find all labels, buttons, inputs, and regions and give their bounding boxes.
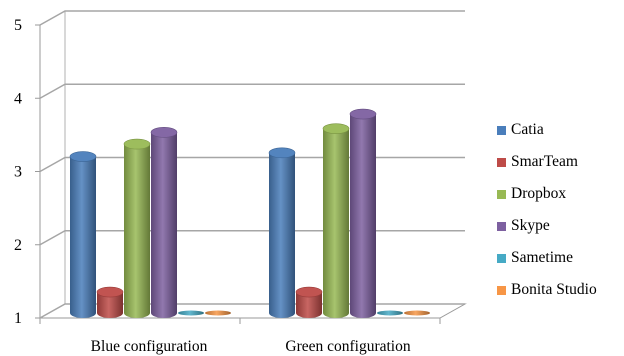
legend-label: Skype: [511, 217, 550, 234]
x-axis-ticks: Blue configuration Green configuration: [39, 318, 441, 355]
bar-bonita-studio-blue: [205, 310, 231, 316]
bar-skype-blue: [150, 127, 178, 318]
bar-top: [322, 123, 350, 134]
bar-catia-blue: [69, 151, 97, 318]
bar-body: [97, 292, 123, 318]
legend-swatch: [497, 125, 506, 135]
legend-label: SmarTeam: [511, 153, 578, 170]
bar-body: [350, 114, 376, 318]
y-tick-label: 5: [14, 17, 22, 34]
gridline: [39, 230, 465, 246]
gridlines: [39, 10, 465, 319]
legend-item: Skype: [497, 210, 622, 242]
y-tick-label: 2: [14, 237, 22, 254]
bar-dropbox-blue: [123, 138, 151, 318]
bar-body: [323, 128, 349, 318]
legend: Catia SmarTeam Dropbox Skype Sametime Bonita …: [497, 114, 622, 306]
bar-top: [268, 147, 296, 159]
gridline: [39, 10, 465, 26]
y-tick-label: 1: [14, 310, 22, 327]
bar-flat: [178, 310, 204, 316]
legend-label: Sametime: [511, 249, 573, 266]
bar-dropbox-green: [322, 123, 350, 318]
bar-flat: [404, 310, 430, 316]
bar-flat: [205, 310, 231, 316]
bar-body: [296, 292, 322, 318]
legend-item: Bonita Studio: [497, 274, 622, 306]
bar-top: [150, 127, 178, 138]
legend-swatch: [497, 285, 506, 295]
legend-swatch: [497, 189, 506, 199]
bar-top: [295, 286, 323, 298]
y-tick-label: 4: [14, 90, 22, 107]
y-tick-label: 3: [14, 164, 22, 181]
bar-smarteam-green: [295, 286, 323, 318]
bar-top: [96, 286, 124, 298]
legend-swatch: [497, 253, 506, 263]
bar-body: [124, 144, 150, 318]
legend-label: Dropbox: [511, 185, 567, 202]
x-tick-label: Blue configuration: [91, 338, 208, 355]
bar-top: [69, 151, 97, 162]
legend-item: Sametime: [497, 242, 622, 274]
gridline: [39, 156, 465, 173]
bar-body: [151, 132, 177, 318]
legend-swatch: [497, 221, 506, 231]
legend-label: Catia: [511, 121, 544, 138]
legend-item: Dropbox: [497, 178, 622, 210]
legend-swatch: [497, 157, 506, 167]
legend-item: Catia: [497, 114, 622, 146]
bar-top: [349, 108, 377, 120]
bar-skype-green: [349, 108, 377, 318]
bar-body: [70, 156, 96, 318]
bar-sametime-green: [377, 310, 403, 316]
bars: [69, 108, 430, 318]
bar-sametime-blue: [178, 310, 204, 316]
y-axis-ticks: 1 2 3 4 5: [14, 17, 40, 327]
bar-top: [123, 138, 151, 150]
chart-walls: [38, 11, 467, 319]
gridline: [39, 83, 465, 99]
bar-flat: [377, 310, 403, 316]
bar-smarteam-blue: [96, 286, 124, 318]
legend-item: SmarTeam: [497, 146, 622, 178]
bar-catia-green: [268, 147, 296, 318]
bar-bonita-studio-green: [404, 310, 430, 316]
x-tick-label: Green configuration: [285, 338, 410, 355]
legend-label: Bonita Studio: [511, 281, 597, 298]
bar-body: [269, 152, 295, 318]
